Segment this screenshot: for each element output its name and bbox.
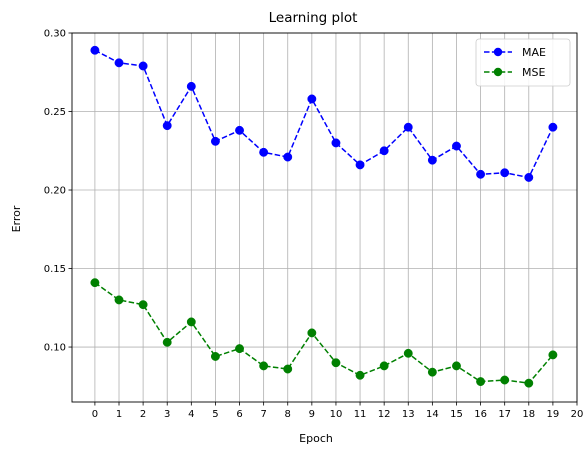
plot-area-frame [71, 32, 578, 403]
x-tick-label: 4 [188, 409, 194, 420]
data-point-mse [210, 352, 220, 361]
x-axis-label: Epoch [299, 432, 333, 445]
data-point-mae [138, 61, 148, 71]
data-point-mae [331, 138, 341, 148]
series-line-mae [94, 49, 554, 179]
data-point-mae [500, 168, 510, 178]
legend-item-mse: MSE [484, 66, 545, 79]
data-point-mae [476, 169, 486, 179]
y-tick-label: 0.10 [44, 343, 66, 354]
x-tick-label: 9 [309, 409, 315, 420]
y-tick-label: 0.30 [44, 29, 66, 40]
series-mae [90, 45, 558, 182]
x-tick-label: 16 [474, 409, 487, 420]
legend-label: MAE [522, 46, 546, 59]
data-point-mae [114, 58, 124, 68]
data-point-mae [235, 125, 244, 135]
data-point-mae [524, 173, 534, 182]
y-axis-label: Error [10, 205, 23, 232]
data-point-mse [138, 300, 148, 310]
x-tick-label: 10 [330, 409, 343, 420]
x-tick-label: 11 [354, 409, 367, 420]
data-point-mae [379, 146, 389, 156]
data-point-mse [90, 278, 100, 288]
x-tick-label: 12 [378, 409, 391, 420]
x-tick-label: 5 [212, 409, 218, 420]
data-point-mae [90, 45, 100, 55]
x-tick-label: 20 [571, 409, 584, 420]
x-tick-label: 8 [285, 409, 291, 420]
data-point-mse [162, 337, 172, 347]
series-layer [90, 45, 558, 388]
chart-title: Learning plot [269, 10, 358, 26]
data-point-mae [403, 122, 413, 132]
x-tick-label: 7 [260, 409, 266, 420]
data-point-mse [331, 358, 341, 368]
series-line-mse [94, 282, 554, 384]
y-tick-label: 0.15 [44, 264, 66, 275]
x-tick-label: 15 [450, 409, 463, 420]
data-point-mae [186, 81, 196, 91]
data-point-mse [259, 361, 269, 371]
x-tick-label: 19 [547, 409, 560, 420]
data-point-mse [114, 295, 124, 305]
data-point-mse [500, 375, 510, 385]
x-tick-label: 13 [402, 409, 415, 420]
data-point-mae [162, 121, 172, 131]
data-point-mae [548, 122, 558, 132]
data-point-mse [235, 344, 244, 354]
data-point-mse [452, 361, 461, 371]
series-mse [90, 278, 558, 388]
x-tick-label: 3 [164, 409, 170, 420]
y-tick-label: 0.20 [44, 186, 66, 197]
x-tick-label: 14 [426, 409, 439, 420]
legend-label: MSE [522, 66, 545, 79]
data-point-mse [355, 370, 365, 380]
data-point-mae [283, 152, 293, 162]
data-point-mse [307, 328, 317, 338]
data-point-mae [452, 141, 461, 151]
legend-item-mae: MAE [484, 46, 546, 59]
x-tick-label: 0 [92, 409, 98, 420]
data-point-mse [403, 348, 413, 358]
x-tick-label: 18 [522, 409, 535, 420]
data-point-mae [427, 155, 437, 165]
data-point-mse [379, 361, 389, 371]
x-tick-label: 17 [498, 409, 511, 420]
axis-ticks: 0 1 2 3 4 5 6 7 8 9 10 11 12 13 14 15 16 17 18 19 200.100.15… [44, 29, 584, 421]
data-point-mse [548, 350, 558, 360]
data-point-mae [355, 160, 365, 170]
legend-swatch-marker [493, 67, 503, 77]
legend: MAE MSE [475, 38, 571, 87]
data-point-mae [307, 94, 317, 104]
legend-swatch-marker [493, 47, 503, 57]
y-tick-label: 0.25 [44, 107, 66, 118]
data-point-mse [476, 377, 486, 387]
x-tick-label: 2 [140, 409, 146, 420]
x-tick-label: 1 [116, 409, 122, 420]
x-tick-label: 6 [236, 409, 242, 420]
data-point-mse [186, 317, 196, 327]
data-point-mse [283, 364, 293, 374]
data-point-mae [210, 136, 220, 146]
data-point-mse [524, 378, 534, 388]
data-point-mae [259, 147, 269, 157]
data-point-mse [427, 367, 437, 377]
